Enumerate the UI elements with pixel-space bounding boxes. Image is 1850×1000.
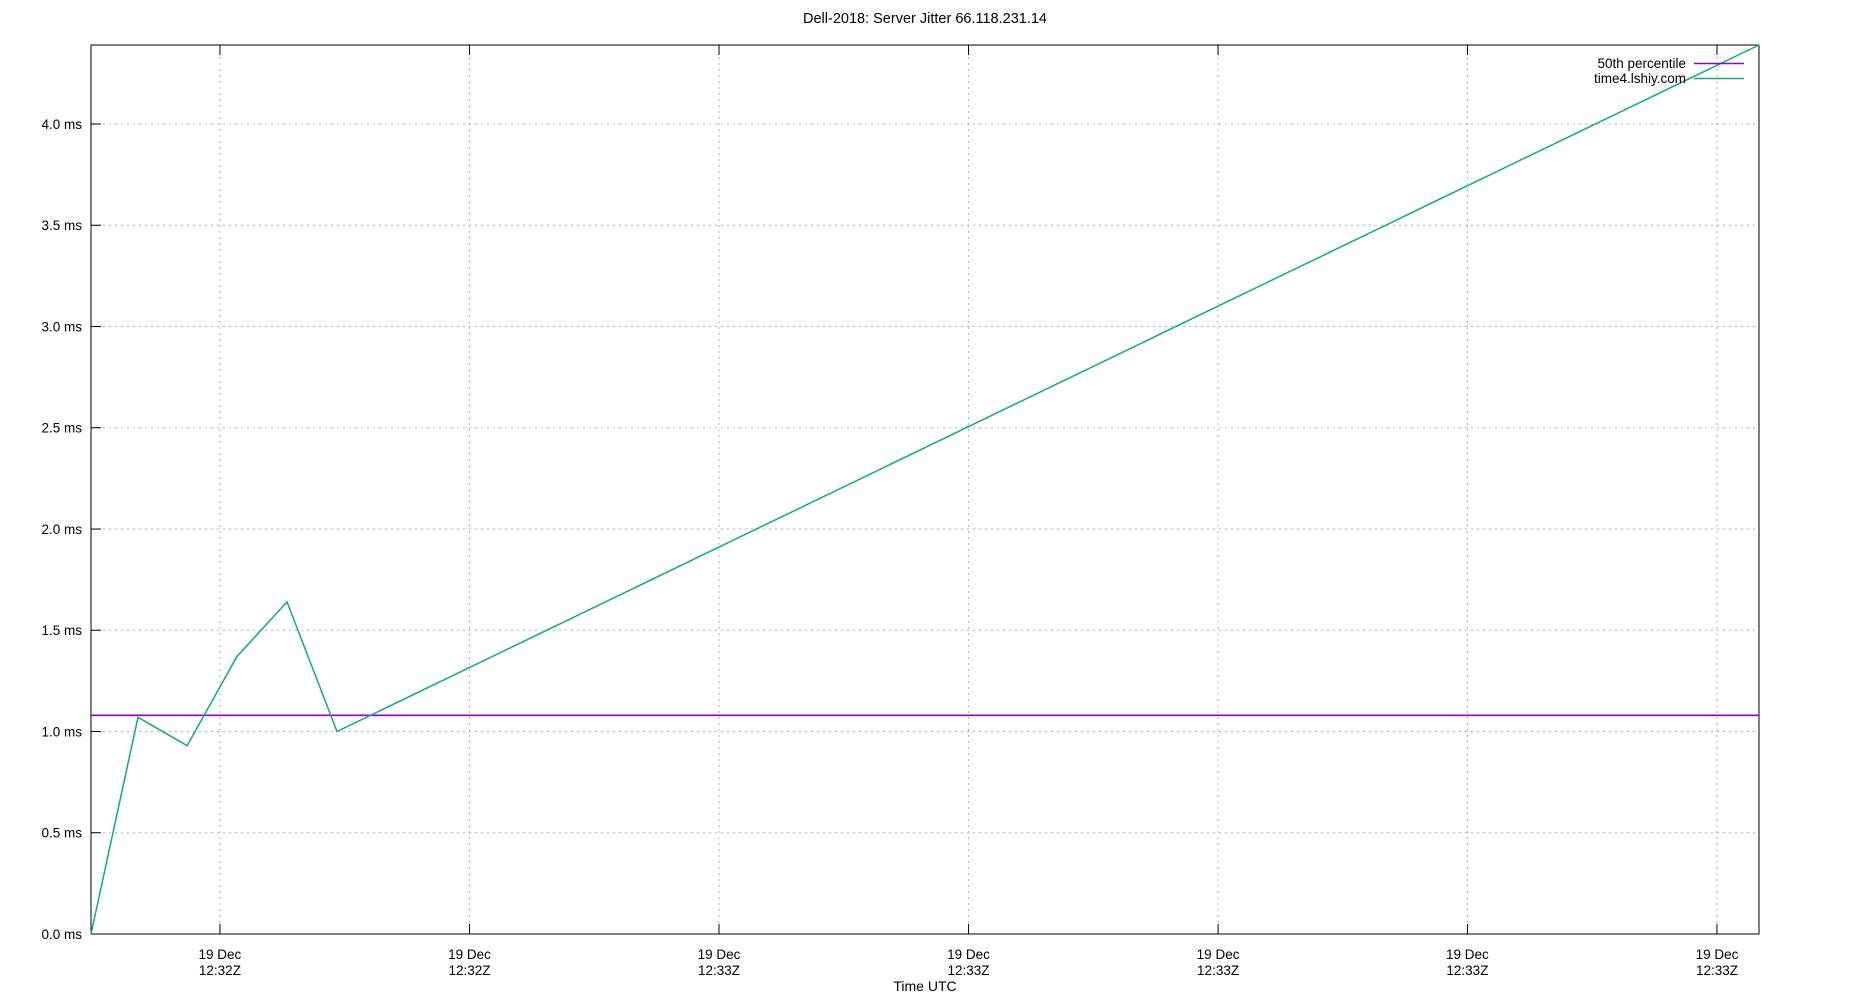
x-tick-label-time: 12:33Z [698,963,740,978]
y-tick-label: 2.5 ms [41,421,82,436]
legend-label-percentile: 50th percentile [1597,56,1686,71]
x-tick-label-date: 19 Dec [947,947,990,962]
x-tick-label-time: 12:32Z [448,963,490,978]
x-tick-label-date: 19 Dec [448,947,491,962]
y-tick-label: 4.0 ms [41,117,82,132]
y-tick-label: 2.0 ms [41,522,82,537]
plot-border [90,44,1760,935]
y-tick-label: 0.5 ms [41,826,82,841]
y-tick-label: 0.0 ms [41,927,82,942]
series-line [90,44,1760,935]
legend-label-series: time4.lshiy.com [1594,71,1686,86]
y-tick-label: 3.0 ms [41,319,82,334]
plot-area: 0.0 ms 0.5 ms 1.0 ms 1.5 ms 2.0 ms 2.5 ms 3.0 … [41,44,1760,978]
x-tick-label-time: 12:33Z [1197,963,1239,978]
x-tick-label-time: 12:33Z [1696,963,1738,978]
x-tick-label-time: 12:33Z [948,963,990,978]
chart-title: Dell-2018: Server Jitter 66.118.231.14 [803,11,1047,27]
y-tick-label: 1.5 ms [41,623,82,638]
x-tick-label-date: 19 Dec [1446,947,1489,962]
x-axis-label: Time UTC [893,978,956,994]
x-tick-label-time: 12:32Z [199,963,241,978]
legend: 50th percentile time4.lshiy.com [1594,56,1744,86]
x-tick-label-time: 12:33Z [1446,963,1488,978]
x-tick-label-date: 19 Dec [1696,947,1739,962]
y-tick-label: 1.0 ms [41,724,82,739]
y-tick-label: 3.5 ms [41,218,82,233]
x-tick-label-date: 19 Dec [199,947,242,962]
x-tick-label-date: 19 Dec [698,947,741,962]
x-tick-label-date: 19 Dec [1197,947,1240,962]
